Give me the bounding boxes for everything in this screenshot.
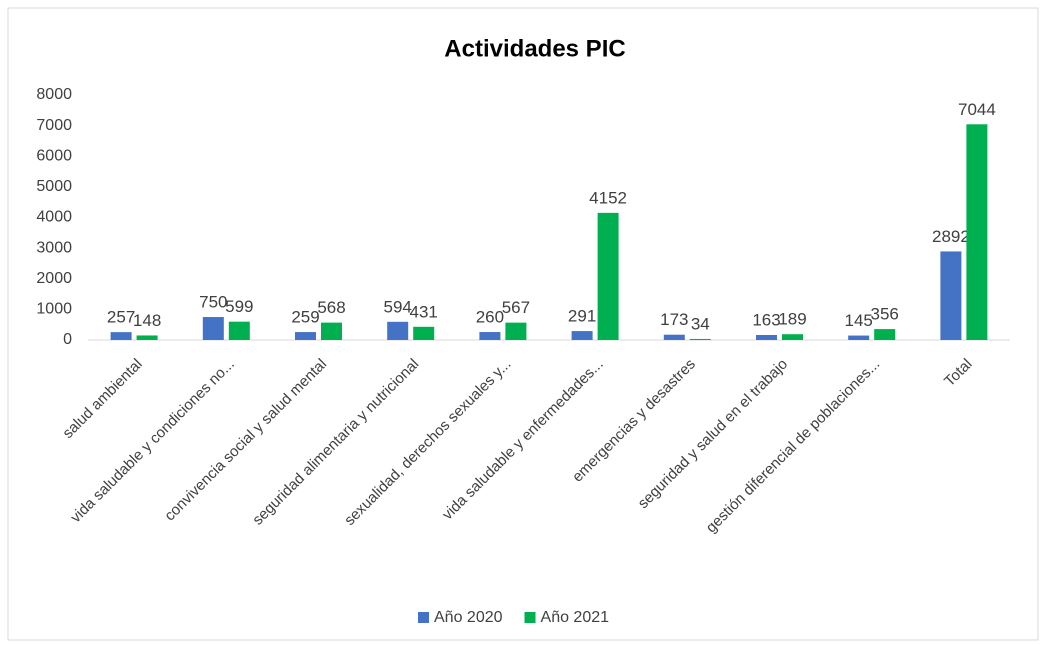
bar xyxy=(966,124,988,340)
bar xyxy=(756,335,777,340)
data-label: 259 xyxy=(291,308,319,327)
legend-swatch xyxy=(524,612,536,623)
data-label: 7044 xyxy=(958,100,996,119)
y-tick-label: 8000 xyxy=(36,86,72,103)
bar xyxy=(663,334,685,340)
bar xyxy=(110,332,132,340)
bar xyxy=(940,251,962,340)
data-label: 594 xyxy=(384,297,412,316)
y-tick-label: 6000 xyxy=(36,147,72,164)
legend-label: Año 2021 xyxy=(541,609,610,626)
legend-label: Año 2020 xyxy=(434,609,503,626)
data-label: 4152 xyxy=(589,188,627,207)
data-label: 257 xyxy=(107,308,135,327)
y-tick-label: 7000 xyxy=(36,117,72,134)
bar xyxy=(413,326,435,340)
data-label: 34 xyxy=(691,314,710,333)
y-tick-label: 1000 xyxy=(36,301,72,318)
bar xyxy=(479,332,501,340)
y-tick-label: 0 xyxy=(63,331,72,348)
bar xyxy=(874,329,896,340)
bar xyxy=(321,322,342,340)
y-tick-label: 5000 xyxy=(36,178,72,195)
y-tick-label: 4000 xyxy=(36,209,72,226)
bar xyxy=(597,212,619,340)
bar xyxy=(228,321,250,340)
data-label: 163 xyxy=(752,310,780,329)
data-label: 431 xyxy=(410,302,438,321)
y-tick-label: 3000 xyxy=(36,239,72,256)
data-label: 145 xyxy=(845,311,873,330)
data-label: 356 xyxy=(871,305,899,324)
data-label: 567 xyxy=(502,298,530,317)
bar xyxy=(782,334,803,340)
chart-title: Actividades PIC xyxy=(444,35,625,62)
bar xyxy=(848,335,870,340)
data-label: 2892 xyxy=(932,227,970,246)
bar xyxy=(689,338,711,340)
bar xyxy=(505,322,527,340)
data-label: 189 xyxy=(778,310,806,329)
y-tick-label: 2000 xyxy=(36,270,72,287)
bar xyxy=(136,335,158,340)
bar xyxy=(387,321,409,340)
bar xyxy=(571,331,593,340)
bar xyxy=(202,317,224,340)
data-label: 291 xyxy=(568,307,596,326)
data-label: 599 xyxy=(225,297,253,316)
data-label: 260 xyxy=(476,308,504,327)
data-label: 568 xyxy=(317,298,345,317)
data-label: 750 xyxy=(199,293,227,312)
bar xyxy=(295,332,316,340)
legend-swatch xyxy=(418,612,429,623)
data-label: 173 xyxy=(660,310,688,329)
data-label: 148 xyxy=(133,311,161,330)
